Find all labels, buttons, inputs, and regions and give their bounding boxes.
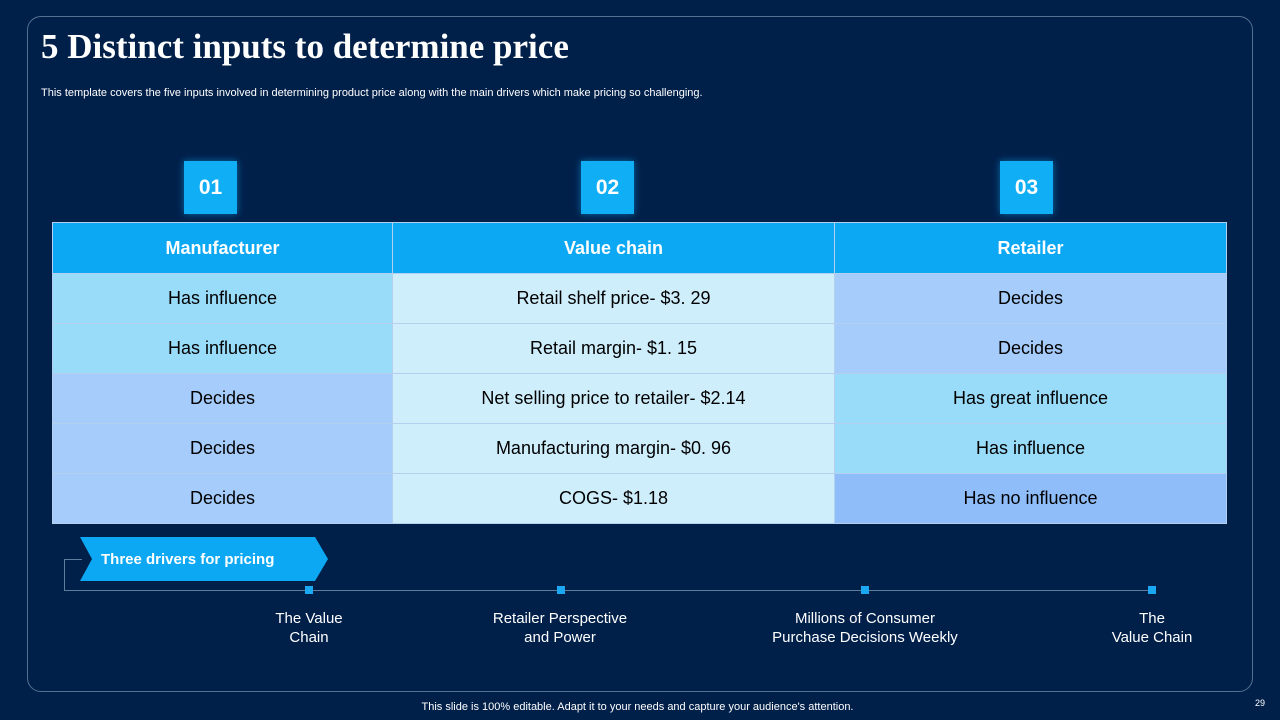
drivers-timeline <box>64 590 1154 591</box>
table-row: Decides Net selling price to retailer- $… <box>52 373 1227 424</box>
table-cell: Decides <box>834 273 1227 324</box>
content-frame <box>27 16 1253 692</box>
page-subtitle: This template covers the five inputs inv… <box>41 87 703 99</box>
table-cell: Decides <box>834 323 1227 374</box>
table-row: Decides COGS- $1.18 Has no influence <box>52 473 1227 524</box>
table-row: Has influence Retail margin- $1. 15 Deci… <box>52 323 1227 374</box>
driver-item-retailer-perspective: Retailer Perspective and Power <box>492 610 628 646</box>
table-cell: Has influence <box>52 273 393 324</box>
table-row: Decides Manufacturing margin- $0. 96 Has… <box>52 423 1227 474</box>
driver-item-consumer-decisions: Millions of Consumer Purchase Decisions … <box>772 610 958 646</box>
table-cell: Has influence <box>834 423 1227 474</box>
header-manufacturer: Manufacturer <box>52 222 393 274</box>
table-cell: Decides <box>52 473 393 524</box>
timeline-marker <box>1148 586 1156 594</box>
timeline-marker <box>305 586 313 594</box>
drivers-label-arrow: Three drivers for pricing <box>80 537 328 581</box>
table-header-row: Manufacturer Value chain Retailer <box>52 222 1227 274</box>
table-cell: Has great influence <box>834 373 1227 424</box>
table-row: Has influence Retail shelf price- $3. 29… <box>52 273 1227 324</box>
header-value-chain: Value chain <box>392 222 835 274</box>
table-cell: Net selling price to retailer- $2.14 <box>392 373 835 424</box>
table-cell: Retail shelf price- $3. 29 <box>392 273 835 324</box>
drivers-connector-horizontal <box>64 559 82 560</box>
table-cell: Decides <box>52 373 393 424</box>
drivers-connector-vertical <box>64 559 65 590</box>
step-badge-02: 02 <box>581 161 634 214</box>
page-title: 5 Distinct inputs to determine price <box>41 27 569 66</box>
driver-item-value-chain-2: The Value Chain <box>1111 610 1193 646</box>
table-cell: Decides <box>52 423 393 474</box>
timeline-marker <box>557 586 565 594</box>
step-badge-01: 01 <box>184 161 237 214</box>
table-cell: Manufacturing margin- $0. 96 <box>392 423 835 474</box>
table-cell: Retail margin- $1. 15 <box>392 323 835 374</box>
price-inputs-table: Manufacturer Value chain Retailer Has in… <box>52 222 1227 524</box>
table-cell: COGS- $1.18 <box>392 473 835 524</box>
driver-item-value-chain: The Value Chain <box>275 610 343 646</box>
step-badge-03: 03 <box>1000 161 1053 214</box>
table-cell: Has influence <box>52 323 393 374</box>
footer-note: This slide is 100% editable. Adapt it to… <box>421 701 854 713</box>
header-retailer: Retailer <box>834 222 1227 274</box>
timeline-marker <box>861 586 869 594</box>
table-cell: Has no influence <box>834 473 1227 524</box>
page-number: 29 <box>1255 698 1266 708</box>
